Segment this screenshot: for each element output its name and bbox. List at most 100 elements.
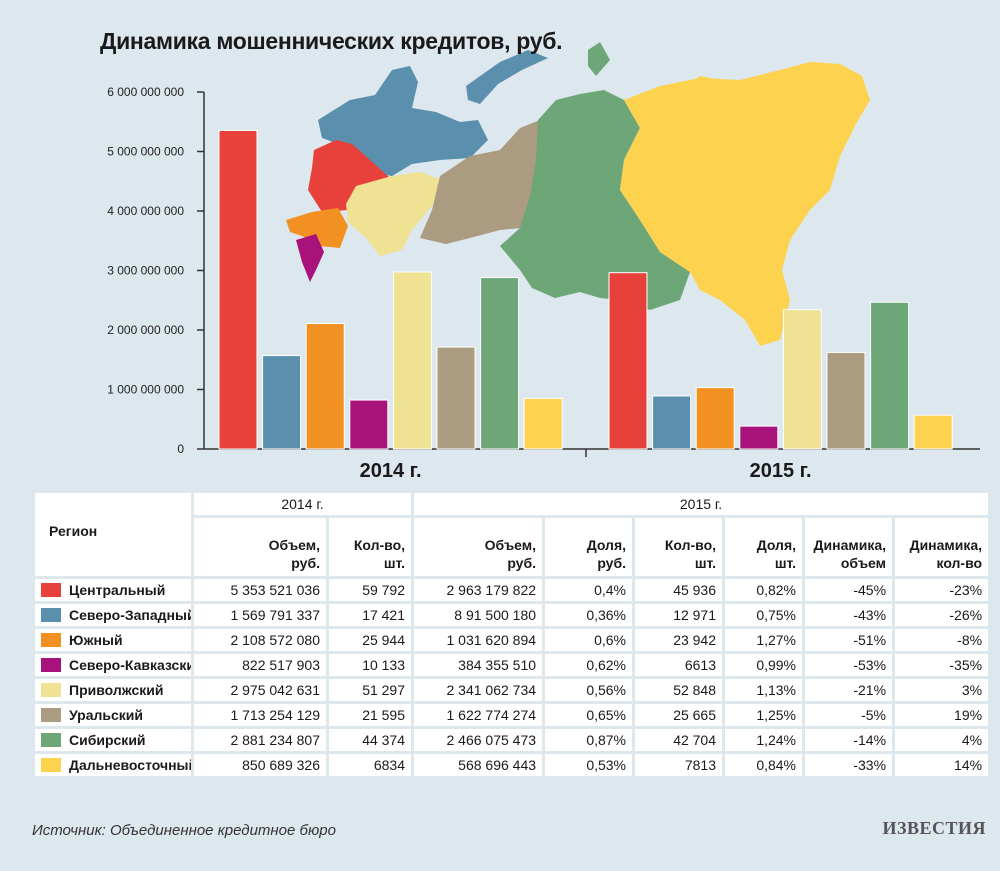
x-group-label: 2014 г. <box>360 460 422 482</box>
table-cell: 384 355 510 <box>411 651 546 679</box>
table-row: Дальневосточный 850 689 326 6834 568 696 44… <box>32 751 992 779</box>
map-region-siberia <box>500 90 690 310</box>
table-cell: 2 881 234 807 <box>191 726 329 754</box>
bar <box>436 346 476 450</box>
region-name: Центральный <box>69 582 166 598</box>
table-cell: 6834 <box>325 751 415 779</box>
table-cell: 3% <box>892 676 992 704</box>
table-cell: 0,6% <box>542 626 636 654</box>
table-cell: 1 713 254 129 <box>191 701 329 729</box>
bar <box>305 323 345 450</box>
table-cell: 0,62% <box>542 651 636 679</box>
table-cell: 1,25% <box>722 701 806 729</box>
region-name: Сибирский <box>69 732 146 748</box>
map-region-far-east-islands <box>686 76 720 100</box>
table-cell: 0,56% <box>542 676 636 704</box>
table-cell: 0,99% <box>722 651 806 679</box>
region-color-swatch <box>41 708 61 722</box>
table-row: Центральный 5 353 521 036 59 792 2 963 179 … <box>32 576 992 604</box>
region-cell: Северо-Западный <box>32 601 194 629</box>
column-header-line: объем <box>840 555 887 571</box>
table-cell: 25 944 <box>325 626 415 654</box>
region-color-swatch <box>41 658 61 672</box>
column-header-line: шт. <box>774 555 797 571</box>
table-cell: 7813 <box>632 751 726 779</box>
table-cell: 1 569 791 337 <box>191 601 329 629</box>
table-cell: 6613 <box>632 651 726 679</box>
column-header-line: шт. <box>694 555 717 571</box>
table-cell: 45 936 <box>632 576 726 604</box>
bar <box>913 414 953 450</box>
table-row: Приволжский 2 975 042 631 51 297 2 341 062 … <box>32 676 992 704</box>
y-tick-label: 4 000 000 000 <box>107 204 184 218</box>
column-header: Динамика, кол-во <box>892 515 992 579</box>
y-tick-label: 1 000 000 000 <box>107 383 184 397</box>
region-color-swatch <box>41 633 61 647</box>
column-header-line: руб. <box>291 555 320 571</box>
table-cell: 0,75% <box>722 601 806 629</box>
y-tick-label: 2 000 000 000 <box>107 323 184 337</box>
table-cell: 568 696 443 <box>411 751 546 779</box>
table-cell: -5% <box>802 701 896 729</box>
column-header-line: шт. <box>383 555 406 571</box>
map-region-far-east <box>620 62 870 346</box>
bar <box>218 129 258 450</box>
russia-map-illustration <box>286 42 870 346</box>
table-cell: 1,13% <box>722 676 806 704</box>
map-region-northwest <box>318 66 488 176</box>
table-cell: 51 297 <box>325 676 415 704</box>
region-color-swatch <box>41 608 61 622</box>
table-cell: 19% <box>892 701 992 729</box>
table-row: Уральский 1 713 254 129 21 595 1 622 774 27… <box>32 701 992 729</box>
column-header: Кол-во, шт. <box>632 515 726 579</box>
bar <box>652 395 692 450</box>
table-cell: -35% <box>892 651 992 679</box>
bar <box>826 351 866 450</box>
table-cell: 21 595 <box>325 701 415 729</box>
column-header-line: Доля, <box>586 537 627 553</box>
region-column-header: Регион <box>32 490 194 579</box>
bar <box>523 397 563 450</box>
chart-title: Динамика мошеннических кредитов, руб. <box>100 28 563 54</box>
year-2014-header: 2014 г. <box>190 490 415 518</box>
region-color-swatch <box>41 758 61 772</box>
table-cell: 2 975 042 631 <box>191 676 329 704</box>
column-header-line: Объем, <box>268 537 320 553</box>
table-cell: 822 517 903 <box>191 651 329 679</box>
table-cell: 1,27% <box>722 626 806 654</box>
bar <box>480 277 520 450</box>
table-cell: -53% <box>802 651 896 679</box>
table-cell: -26% <box>892 601 992 629</box>
table-cell: -45% <box>802 576 896 604</box>
y-tick-label: 0 <box>177 442 184 456</box>
table-row: Северо-Кавказский 822 517 903 10 133 384 35… <box>32 651 992 679</box>
table-cell: 1 031 620 894 <box>411 626 546 654</box>
column-header-line: Динамика, <box>909 537 983 553</box>
table-cell: 5 353 521 036 <box>191 576 329 604</box>
table-cell: -23% <box>892 576 992 604</box>
region-cell: Северо-Кавказский <box>32 651 194 679</box>
map-region-south <box>286 208 348 248</box>
column-header: Доля, шт. <box>722 515 806 579</box>
source-note: Источник: Объединенное кредитное бюро <box>32 822 336 839</box>
bar <box>608 272 648 450</box>
table-cell: 0,87% <box>542 726 636 754</box>
table-cell: 2 963 179 822 <box>411 576 546 604</box>
column-header-line: руб. <box>507 555 537 571</box>
table-cell: -51% <box>802 626 896 654</box>
column-header-line: Кол-во, <box>353 537 406 553</box>
column-header-line: руб. <box>597 555 627 571</box>
year-2015-header: 2015 г. <box>411 490 992 518</box>
bar <box>695 387 735 450</box>
table-cell: 0,53% <box>542 751 636 779</box>
table-cell: 8 91 500 180 <box>411 601 546 629</box>
map-region-volga <box>346 172 442 256</box>
table-cell: 2 108 572 080 <box>191 626 329 654</box>
column-header-line: Доля, <box>756 537 797 553</box>
column-header: Кол-во, шт. <box>325 515 415 579</box>
table-cell: 14% <box>892 751 992 779</box>
table-cell: -33% <box>802 751 896 779</box>
bar <box>392 271 432 450</box>
table-cell: -8% <box>892 626 992 654</box>
table-cell: 1 622 774 274 <box>411 701 546 729</box>
